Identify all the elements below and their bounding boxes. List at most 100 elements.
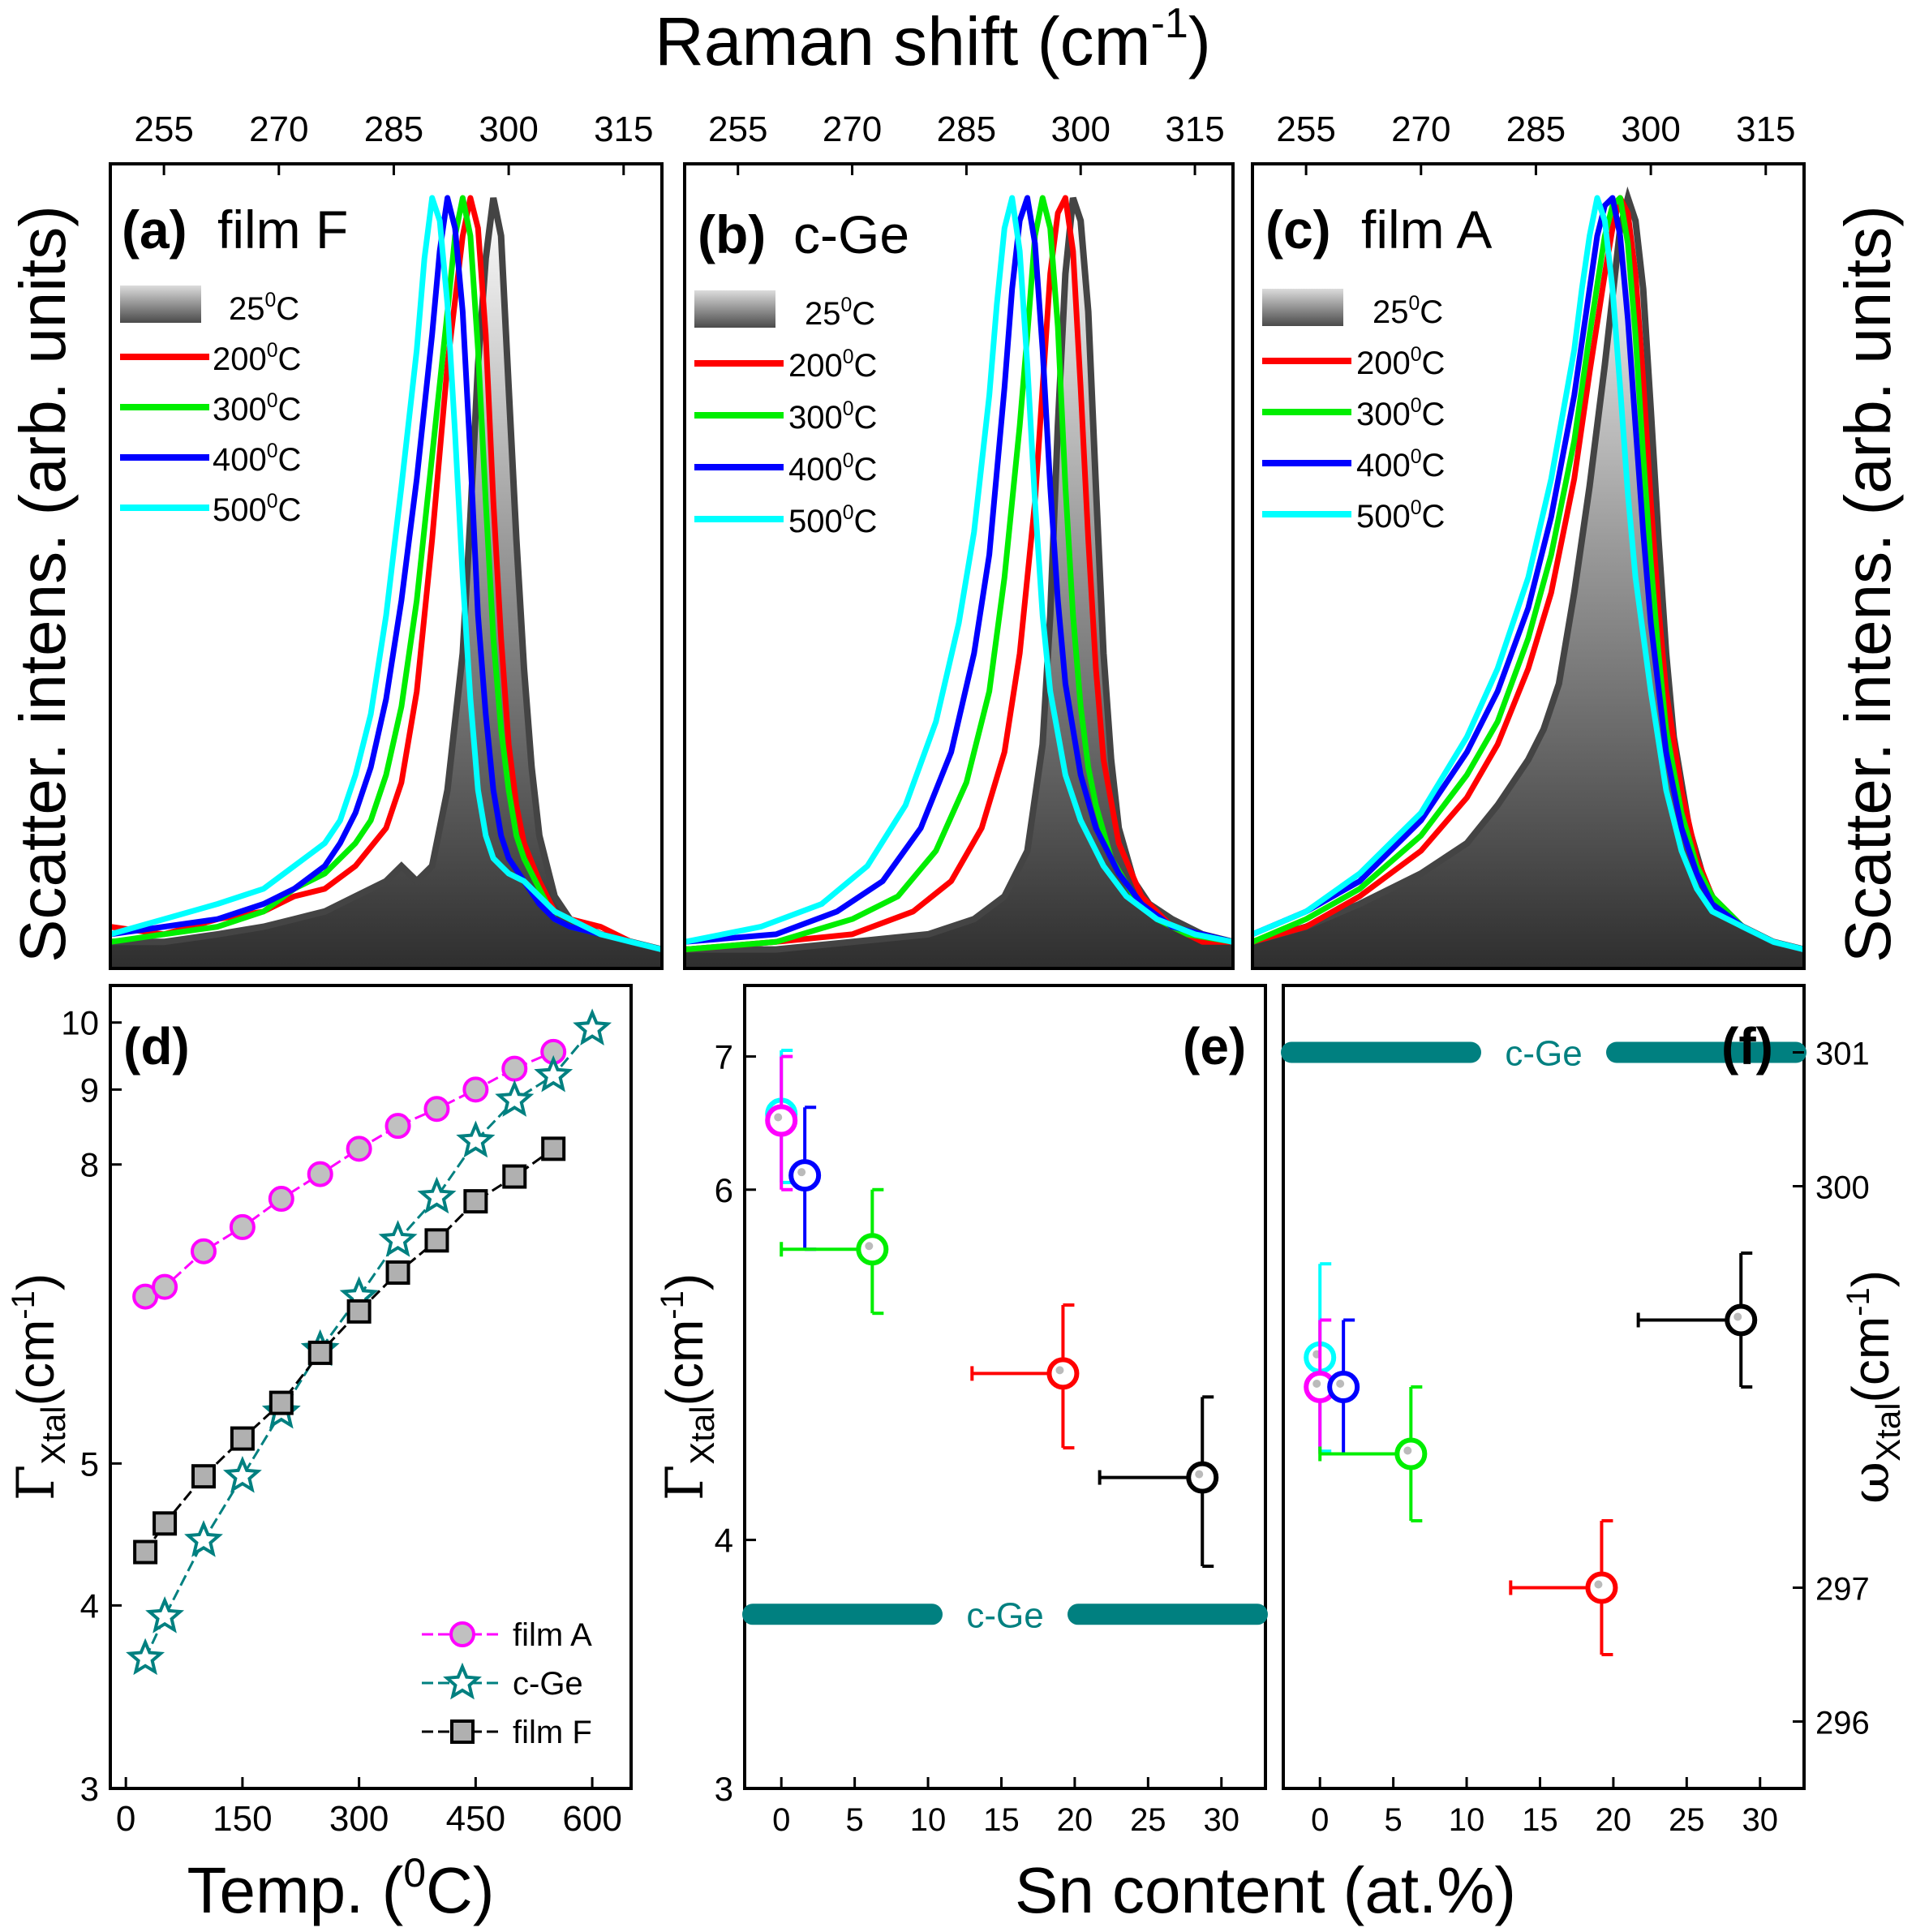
panel-b-xtick-label-255: 255 bbox=[708, 109, 767, 149]
panel-d-xtick-label-450: 450 bbox=[446, 1799, 505, 1839]
panel-b-frame bbox=[683, 162, 1235, 970]
panel-f-point-5-marker bbox=[1725, 1303, 1758, 1337]
panel-f: c-Ge 0 5 10 15 20 25 30 296 297 300 301 (f) ωXtal(… bbox=[1281, 984, 1907, 1839]
panel-c-legend-label-200: 2000C bbox=[1356, 344, 1445, 381]
panel-f-ylabel: ωXtal(cm-1) bbox=[1841, 1270, 1907, 1504]
panel-d-ticks: 0 150 300 450 600 3 4 5 8 9 10 bbox=[61, 1004, 622, 1839]
panel-e-xtick-label-10: 10 bbox=[910, 1802, 947, 1838]
panel-e-xtick-label-30: 30 bbox=[1203, 1802, 1239, 1838]
panel-f-ticks: 0 5 10 15 20 25 30 296 297 300 301 bbox=[1311, 1037, 1870, 1839]
panel-b-xtick-label-285: 285 bbox=[937, 109, 996, 149]
panel-f-frame bbox=[1282, 984, 1806, 1790]
panel-b-name: c-Ge bbox=[793, 204, 909, 264]
panel-f-ytick-label-296: 296 bbox=[1815, 1706, 1870, 1741]
panel-e-point-1-highlight bbox=[774, 1113, 783, 1122]
panel-f-xtick-label-10: 10 bbox=[1449, 1802, 1485, 1838]
panel-d-legend-marker-film-a bbox=[449, 1621, 475, 1647]
panel-b-legend-label-400: 4000C bbox=[788, 450, 877, 487]
panel-b-series-500C-line bbox=[684, 195, 1234, 945]
panel-d-film-a-point-2 bbox=[190, 1238, 217, 1264]
panel-d-series-film-f-line bbox=[144, 1148, 555, 1553]
panel-c-legend-label-25: 250C bbox=[1373, 293, 1443, 330]
panel-f-point-3-marker bbox=[1394, 1437, 1428, 1470]
panel-a-xticks: 255 270 285 300 315 bbox=[134, 109, 653, 175]
panel-d-legend-marker-c-ge bbox=[443, 1662, 482, 1700]
panel-d-legend-marker-film-f bbox=[450, 1719, 475, 1744]
panel-e: c-Ge 0 5 10 15 20 25 30 3 4 6 7 (e) ΓXtal(cm-1) bbox=[655, 984, 1268, 1838]
panel-b-legend-swatch-25C bbox=[694, 290, 775, 328]
panel-b-series-400C-line bbox=[684, 195, 1234, 945]
panel-d-film-f-point-2 bbox=[191, 1464, 216, 1489]
panel-d-film-a-point-8 bbox=[423, 1096, 450, 1123]
panel-f-ytick-label-297: 297 bbox=[1815, 1572, 1870, 1608]
panel-c-label: (c) bbox=[1265, 200, 1331, 260]
panel-e-plot: c-Ge bbox=[742, 1049, 1268, 1635]
panel-e-xtick-label-0: 0 bbox=[772, 1802, 790, 1838]
panel-f-xtick-label-5: 5 bbox=[1385, 1802, 1403, 1838]
panel-c-xticks: 255 270 285 300 315 bbox=[1276, 109, 1795, 175]
panel-d-film-f-point-9 bbox=[463, 1189, 488, 1214]
panel-e-point-4 bbox=[970, 1303, 1080, 1450]
panel-a: (a) film F 255 270 285 300 315 250C 2000C 3000… bbox=[109, 109, 664, 970]
panel-b-xtick-label-315: 315 bbox=[1165, 109, 1224, 149]
panel-a-frame bbox=[109, 162, 664, 970]
panel-f-point-5 bbox=[1636, 1252, 1758, 1389]
panel-b-plot bbox=[684, 195, 1234, 968]
panel-e-point-5-marker bbox=[1186, 1461, 1219, 1494]
panel-a-xtick-label-315: 315 bbox=[594, 109, 653, 149]
panel-d-c-ge-point-12 bbox=[573, 1008, 612, 1046]
panel-d-frame bbox=[109, 984, 633, 1790]
panel-b-series-200C-line bbox=[684, 195, 1233, 953]
panel-b-xtick-label-300: 300 bbox=[1051, 109, 1111, 149]
panel-d-ytick-label-9: 9 bbox=[80, 1071, 99, 1109]
panel-d-legend-label-c-ge: c-Ge bbox=[513, 1666, 583, 1702]
panel-a-series-400C-line bbox=[110, 195, 663, 952]
panel-d-xtick-label-600: 600 bbox=[562, 1799, 621, 1839]
panel-d-film-a-point-6 bbox=[346, 1136, 372, 1162]
panel-c-legend-label-500: 5000C bbox=[1356, 497, 1445, 535]
panel-d-c-ge-point-11 bbox=[534, 1054, 574, 1093]
panel-e-point-2-marker bbox=[788, 1159, 822, 1192]
panel-b-legend-label-200: 2000C bbox=[788, 346, 877, 384]
panel-d-ytick-label-5: 5 bbox=[80, 1445, 99, 1483]
panel-a-xtick-label-300: 300 bbox=[479, 109, 538, 149]
panel-a-xtick-label-255: 255 bbox=[134, 109, 193, 149]
panel-b: (b) c-Ge 255 270 285 300 315 250C 2000C 3000C 4… bbox=[683, 109, 1235, 970]
panel-e-point-3-marker bbox=[856, 1233, 889, 1266]
panel-c-series-400C-line bbox=[1251, 195, 1805, 952]
panel-e-point-3-highlight bbox=[865, 1242, 874, 1251]
panel-c-frame bbox=[1251, 162, 1806, 970]
panel-d-legend-label-film-a: film A bbox=[513, 1617, 592, 1653]
panel-c-xtick-label-315: 315 bbox=[1736, 109, 1795, 149]
panel-a-plot bbox=[110, 195, 663, 968]
panel-c-xtick-label-300: 300 bbox=[1621, 109, 1680, 149]
panel-c-name: film A bbox=[1361, 200, 1492, 260]
panel-d-c-ge-point-9 bbox=[456, 1120, 496, 1158]
ylabel-right: Scatter. intens. (arb. units) bbox=[1832, 205, 1904, 963]
panel-c-legend-label-400: 4000C bbox=[1356, 446, 1445, 483]
panel-b-legend-label-25: 250C bbox=[805, 294, 875, 332]
panel-b-series-25C-area bbox=[685, 198, 1233, 968]
panel-d-film-f-point-1 bbox=[153, 1511, 178, 1536]
panel-f-point-3-highlight bbox=[1403, 1446, 1412, 1455]
panel-a-series-500C-line bbox=[110, 195, 663, 952]
panel-f-plot: c-Ge bbox=[1281, 1034, 1806, 1656]
panel-c-xtick-label-255: 255 bbox=[1276, 109, 1335, 149]
panel-a-series-25C-area bbox=[110, 198, 662, 968]
panel-d-film-f-point-11 bbox=[541, 1136, 566, 1161]
panel-d-c-ge-point-8 bbox=[417, 1176, 457, 1214]
panel-f-point-2-highlight bbox=[1336, 1380, 1345, 1388]
panel-d-c-ge-point-1 bbox=[145, 1596, 185, 1634]
panel-f-point-2-marker bbox=[1327, 1371, 1360, 1403]
panel-d-legend: film A c-Ge film F bbox=[422, 1617, 592, 1750]
panel-e-band-label: c-Ge bbox=[966, 1595, 1043, 1635]
panel-f-xtick-label-30: 30 bbox=[1742, 1802, 1778, 1838]
panel-f-label: (f) bbox=[1721, 1017, 1773, 1075]
panel-e-point-4-marker bbox=[1046, 1357, 1080, 1390]
panel-a-legend-label-500: 5000C bbox=[213, 491, 301, 528]
panel-f-xtick-label-25: 25 bbox=[1669, 1802, 1705, 1838]
panel-e-ytick-label-4: 4 bbox=[715, 1522, 733, 1560]
panel-a-legend-label-400: 4000C bbox=[213, 440, 301, 478]
panel-d-film-f-point-8 bbox=[424, 1228, 449, 1253]
